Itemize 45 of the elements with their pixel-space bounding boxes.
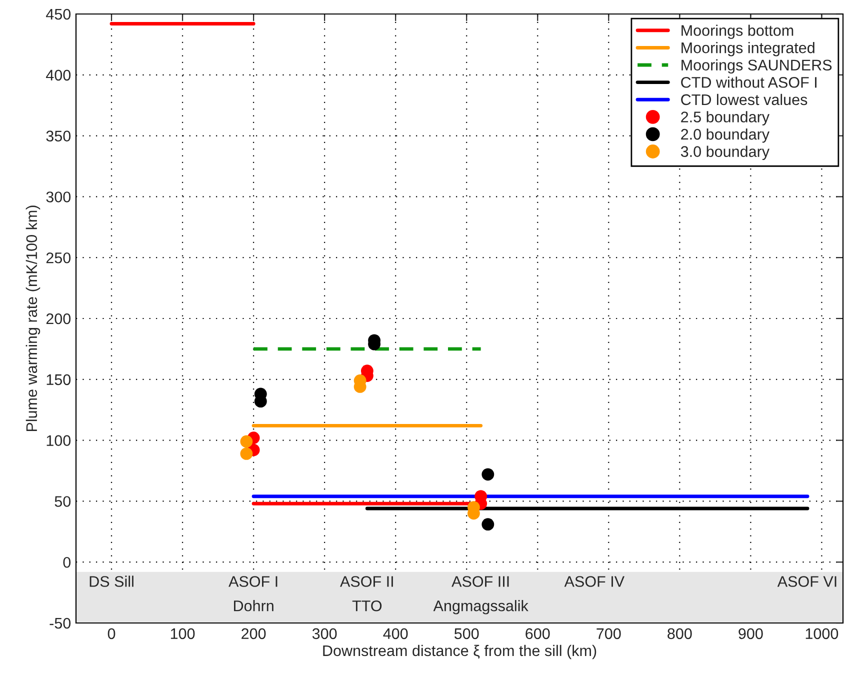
legend-label: Moorings SAUNDERS: [682, 59, 832, 74]
point: [240, 447, 253, 460]
annotation: ASOF I: [228, 576, 278, 587]
x-tick-label: 1000: [806, 628, 838, 640]
legend-label: Moorings integrated: [682, 42, 814, 56]
x-tick-label: 500: [454, 628, 479, 640]
point: [240, 435, 253, 448]
x-tick-label: 700: [596, 628, 621, 640]
y-tick-label: -50: [50, 618, 71, 629]
x-tick-label: 900: [738, 628, 763, 640]
y-tick-label: 0: [63, 556, 71, 568]
legend-label: 3.0 boundary: [680, 146, 770, 160]
y-tick-label: 250: [46, 252, 71, 264]
y-axis-title: Plume warming rate (mK/100 km): [26, 206, 40, 432]
x-tick-label: 400: [383, 628, 408, 640]
y-tick-label: 400: [46, 70, 71, 81]
y-tick-label: 350: [46, 130, 71, 142]
legend-label: 2.5 boundary: [681, 111, 770, 126]
x-tick-label: 300: [312, 628, 337, 640]
annotation: Dohrn: [234, 600, 274, 612]
point: [482, 468, 494, 481]
y-tick-label: 50: [54, 496, 71, 507]
annotation: Angmagssalik: [433, 600, 528, 614]
x-tick-label: 800: [668, 628, 692, 640]
legend-label: Moorings bottom: [682, 24, 794, 39]
annotation: ASOF VI: [777, 576, 836, 587]
annotation: ASOF III: [452, 576, 509, 587]
x-tick-label: 0: [108, 628, 116, 640]
legend-label: CTD lowest values: [681, 94, 808, 106]
y-tick-label: 300: [46, 192, 71, 202]
annotation: ASOF IV: [564, 576, 624, 587]
annotation: TTO: [352, 600, 382, 612]
x-axis-title: Downstream distance ξ from the sill (km): [323, 644, 596, 660]
y-tick-label: 150: [46, 374, 71, 386]
y-tick-label: 450: [46, 8, 71, 20]
legend-label: 2.0 boundary: [681, 128, 770, 143]
y-tick-label: 200: [46, 313, 71, 324]
annotation: ASOF II: [340, 576, 393, 587]
x-tick-label: 200: [242, 628, 266, 640]
x-tick-label: 100: [170, 628, 195, 640]
x-tick-label: 600: [526, 628, 550, 640]
point: [482, 518, 494, 531]
legend-label: CTD without ASOF I: [681, 76, 816, 88]
y-tick-label: 100: [46, 435, 71, 446]
annotation: DS Sill: [90, 576, 134, 587]
